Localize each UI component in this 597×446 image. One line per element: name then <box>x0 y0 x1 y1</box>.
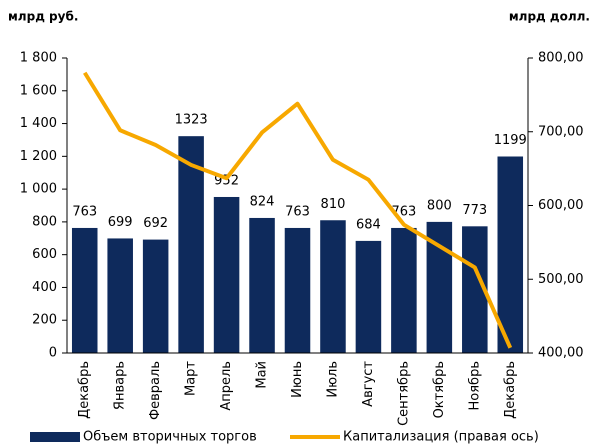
y2-tick-label: 600,00 <box>538 198 584 213</box>
bar <box>391 227 417 353</box>
x-tick-label: Май <box>255 361 270 389</box>
x-tick-label: Февраль <box>148 361 163 420</box>
data-label: 810 <box>321 197 346 212</box>
y-tick-label: 600 <box>32 247 57 262</box>
bar <box>355 240 382 353</box>
bar <box>213 196 240 353</box>
data-label: 763 <box>72 204 97 219</box>
y2-tick-label: 400,00 <box>538 346 584 361</box>
bar <box>284 227 311 353</box>
y-tick-label: 400 <box>32 280 57 295</box>
bar <box>497 156 524 353</box>
legend-label: Капитализация (правая ось) <box>343 430 539 445</box>
y-tick-label: 1 800 <box>20 51 57 66</box>
data-label: 692 <box>143 216 168 231</box>
y-tick-label: 1 600 <box>20 83 57 98</box>
data-label: 773 <box>462 203 487 218</box>
line <box>83 71 513 349</box>
x-tick-label: Ноябрь <box>467 361 482 410</box>
y2-tick-label: 700,00 <box>538 124 584 139</box>
y2-tick-label: 800,00 <box>538 51 584 66</box>
y2-axis-unit: млрд долл. <box>509 10 590 24</box>
bar <box>320 220 346 353</box>
y-tick-label: 1 400 <box>20 116 57 131</box>
y-tick-label: 800 <box>32 214 57 229</box>
data-label: 763 <box>285 204 310 219</box>
y-tick-label: 0 <box>49 346 57 361</box>
y2-tick-label: 500,00 <box>538 272 584 287</box>
data-label: 800 <box>427 198 452 213</box>
data-label: 684 <box>356 217 381 232</box>
x-tick-label: Март <box>184 361 199 396</box>
x-tick-label: Декабрь <box>77 361 92 419</box>
y-tick-label: 1 000 <box>20 182 57 197</box>
data-label: 1323 <box>175 113 208 128</box>
bar <box>107 238 133 353</box>
data-label: 699 <box>108 215 133 230</box>
bar <box>142 239 169 353</box>
legend-label: Объем вторичных торгов <box>83 430 257 445</box>
x-tick-label: Июнь <box>290 361 305 398</box>
x-tick-label: Июль <box>325 361 340 398</box>
data-label: 824 <box>250 194 275 209</box>
x-tick-label: Октябрь <box>432 361 447 418</box>
x-tick-label: Январь <box>113 361 128 410</box>
y-axis-unit: млрд руб. <box>8 10 78 24</box>
x-tick-label: Сентябрь <box>396 361 411 426</box>
x-tick-label: Декабрь <box>503 361 518 419</box>
y-tick-label: 1 200 <box>20 149 57 164</box>
x-tick-label: Август <box>361 361 376 407</box>
bar <box>178 136 204 353</box>
y-tick-label: 200 <box>32 313 57 328</box>
bar <box>71 227 98 353</box>
bar <box>249 217 275 353</box>
data-label: 1199 <box>494 133 527 148</box>
legend-swatch <box>30 432 80 442</box>
x-tick-label: Апрель <box>219 361 234 411</box>
